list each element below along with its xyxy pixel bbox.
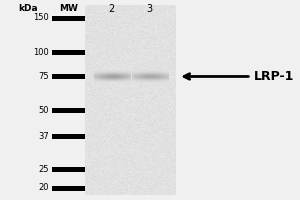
Text: LRP-1: LRP-1 <box>254 70 295 83</box>
Text: 150: 150 <box>34 14 49 22</box>
Bar <box>52 50 85 55</box>
Bar <box>52 167 85 172</box>
Text: MW: MW <box>59 4 78 13</box>
Text: 37: 37 <box>39 132 49 141</box>
Bar <box>52 108 85 113</box>
Text: 2: 2 <box>109 4 115 14</box>
Bar <box>52 16 85 21</box>
Text: 50: 50 <box>39 106 49 115</box>
Text: 25: 25 <box>39 165 49 174</box>
Text: 100: 100 <box>34 48 49 57</box>
Text: 75: 75 <box>39 72 49 81</box>
Text: 20: 20 <box>39 184 49 192</box>
Bar <box>52 186 85 190</box>
Text: 3: 3 <box>147 4 153 14</box>
Text: kDa: kDa <box>19 4 38 13</box>
Bar <box>52 134 85 139</box>
Bar <box>52 74 85 79</box>
